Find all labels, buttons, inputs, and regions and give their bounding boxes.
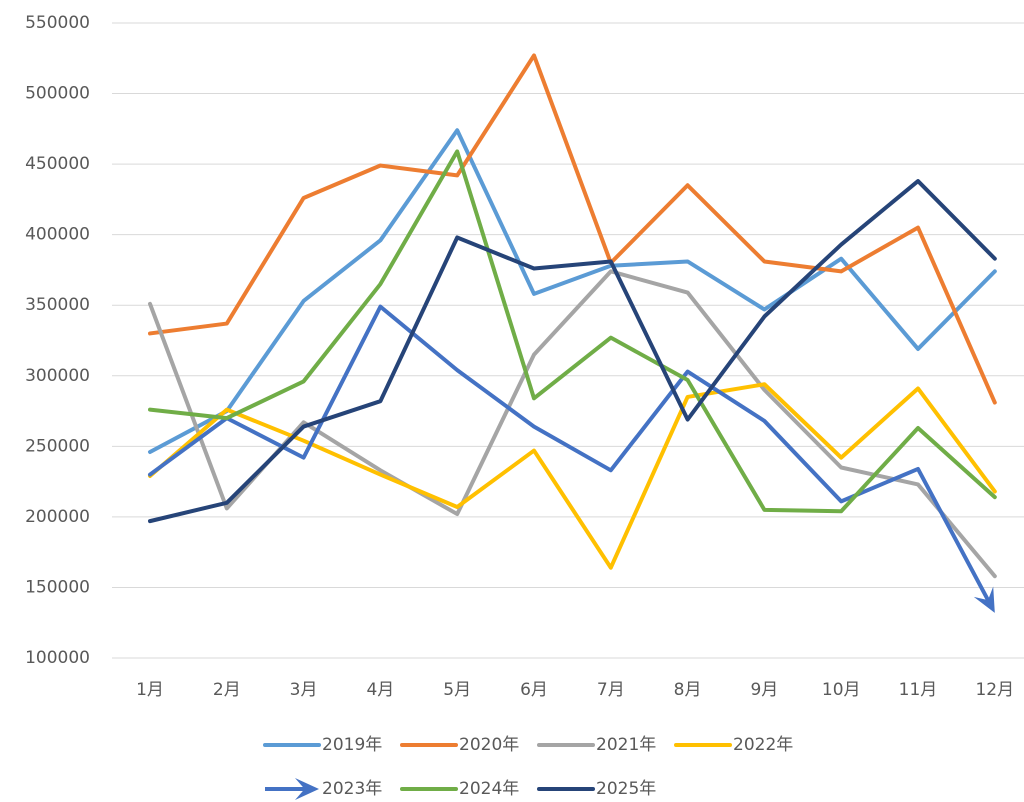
x-tick-label: 3月 [290, 680, 318, 700]
x-tick-label: 9月 [750, 680, 778, 700]
legend-label: 2023年 [322, 779, 382, 799]
y-tick-label: 200000 [25, 507, 90, 527]
x-tick-label: 12月 [975, 680, 1014, 700]
y-tick-label: 100000 [25, 648, 90, 668]
y-tick-label: 500000 [25, 84, 90, 104]
legend-swatch [295, 778, 319, 800]
x-tick-label: 6月 [520, 680, 548, 700]
x-tick-label: 10月 [822, 680, 861, 700]
series-line [148, 269, 997, 579]
series-line [148, 53, 997, 405]
series-line [148, 382, 997, 570]
x-tick-label: 4月 [366, 680, 394, 700]
line-arrow [973, 586, 995, 613]
series-line [148, 179, 997, 524]
y-tick-label: 250000 [25, 436, 90, 456]
legend-label: 2021年 [596, 735, 656, 755]
x-tick-label: 7月 [597, 680, 625, 700]
series-line [148, 128, 997, 454]
legend-label: 2020年 [459, 735, 519, 755]
x-tick-label: 8月 [674, 680, 702, 700]
y-tick-label: 150000 [25, 577, 90, 597]
legend-label: 2024年 [459, 779, 519, 799]
y-tick-label: 300000 [25, 366, 90, 386]
y-tick-label: 450000 [25, 154, 90, 174]
legend-label: 2019年 [322, 735, 382, 755]
legend-label: 2022年 [733, 735, 793, 755]
y-tick-label: 350000 [25, 295, 90, 315]
y-tick-label: 400000 [25, 225, 90, 245]
legend-label: 2025年 [596, 779, 656, 799]
x-tick-label: 1月 [136, 680, 164, 700]
x-tick-label: 11月 [899, 680, 938, 700]
x-tick-label: 2月 [213, 680, 241, 700]
x-tick-label: 5月 [443, 680, 471, 700]
y-tick-label: 550000 [25, 13, 90, 33]
series-line [148, 149, 997, 514]
